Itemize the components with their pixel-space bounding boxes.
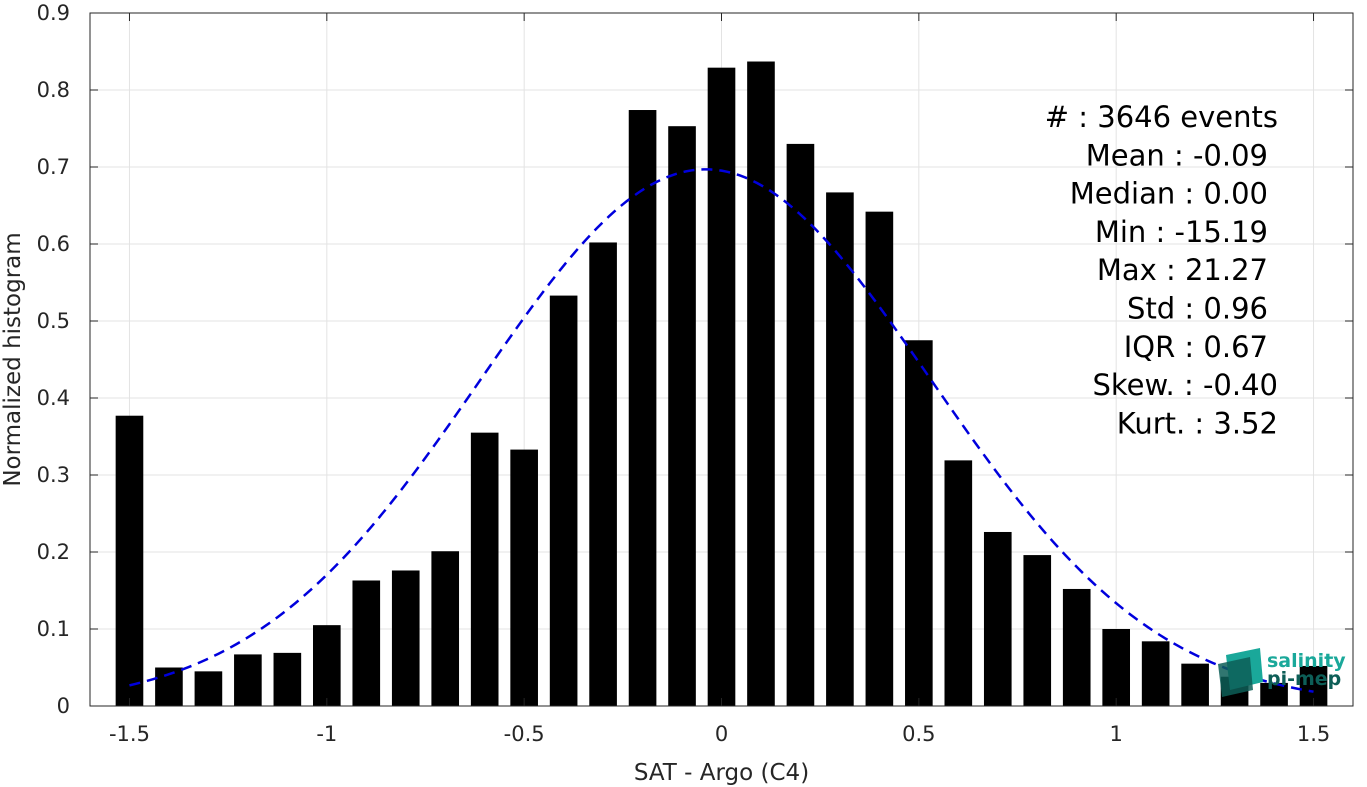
histogram-bar xyxy=(1023,555,1052,706)
histogram-bar xyxy=(1141,641,1170,706)
histogram-bar xyxy=(273,652,302,706)
y-tick-label: 0.1 xyxy=(37,617,70,641)
y-axis-label: Normalized histogram xyxy=(0,232,26,486)
x-tick-label: 1 xyxy=(1110,722,1123,746)
histogram-bar xyxy=(312,625,341,706)
gaussian-fit xyxy=(129,168,1314,693)
histogram-bar xyxy=(628,110,657,706)
histogram-bar xyxy=(194,671,223,706)
stat-line: Median : 0.00 xyxy=(1070,177,1268,211)
x-tick-label: 0.5 xyxy=(902,722,935,746)
salinity-pimep-logo: salinity pi-mep xyxy=(1218,648,1346,697)
histogram-bar xyxy=(470,432,499,706)
stat-line: Skew. : -0.40 xyxy=(1092,368,1278,402)
axes xyxy=(89,12,1354,707)
stat-line: Min : -15.19 xyxy=(1095,215,1268,249)
histogram-bar xyxy=(391,570,420,706)
y-tick-label: 0.7 xyxy=(37,155,70,179)
histogram-bar xyxy=(865,211,894,706)
tick-labels: -1.5 -1 -0.5 0 0.5 1 1.5 0 0.1 0.2 0.3 0.4 0.5 0.6 0.7… xyxy=(37,1,1331,746)
histogram-bar xyxy=(234,654,262,706)
stats-annotation: # : 3646 events Mean : -0.09 Median : 0.00… xyxy=(1045,100,1278,440)
y-tick-label: 0.3 xyxy=(37,463,70,487)
histogram-bar xyxy=(115,415,144,706)
histogram-bar xyxy=(1260,682,1288,706)
histogram-bar xyxy=(983,531,1012,706)
logo-text-pimep: pi-mep xyxy=(1267,668,1341,690)
histogram-bar xyxy=(944,460,973,706)
histogram-bar xyxy=(1062,588,1091,706)
stat-line: IQR : 0.67 xyxy=(1124,330,1268,364)
x-tick-label: -1.5 xyxy=(109,722,150,746)
y-tick-label: 0.4 xyxy=(37,386,70,410)
x-tick-label: 1.5 xyxy=(1297,722,1330,746)
x-tick-label: -0.5 xyxy=(504,722,545,746)
histogram-bar xyxy=(707,67,736,707)
y-tick-label: 0 xyxy=(57,694,70,718)
logo-text-salinity: salinity xyxy=(1267,650,1346,672)
histogram-bar xyxy=(1181,663,1209,706)
histogram-bar xyxy=(1102,629,1131,706)
x-tick-label: 0 xyxy=(715,722,728,746)
histogram-bar xyxy=(510,449,538,706)
gaussian-fit-line xyxy=(129,168,1314,693)
histogram-bar xyxy=(747,61,775,706)
x-axis-label: SAT - Argo (C4) xyxy=(634,760,809,786)
histogram-bar xyxy=(549,295,578,706)
y-tick-label: 0.8 xyxy=(37,78,70,102)
histogram-bar xyxy=(589,242,617,706)
stat-line: Mean : -0.09 xyxy=(1086,138,1268,172)
stat-line: Kurt. : 3.52 xyxy=(1117,406,1278,440)
logo-icon xyxy=(1218,648,1263,697)
histogram-bar xyxy=(352,580,381,706)
y-tick-label: 0.5 xyxy=(37,309,70,333)
histogram-bar xyxy=(786,143,815,706)
histogram-bar xyxy=(431,551,460,706)
stat-line: # : 3646 events xyxy=(1045,100,1278,134)
y-tick-label: 0.9 xyxy=(37,1,70,25)
y-tick-label: 0.2 xyxy=(37,540,70,564)
histogram-bar xyxy=(905,340,933,706)
histogram-bars xyxy=(115,61,1328,707)
histogram-bar xyxy=(668,126,696,706)
y-tick-label: 0.6 xyxy=(37,232,70,256)
stat-line: Max : 21.27 xyxy=(1097,253,1268,287)
x-tick-label: -1 xyxy=(316,722,337,746)
histogram-bar xyxy=(826,192,854,706)
stat-line: Std : 0.96 xyxy=(1127,292,1268,326)
